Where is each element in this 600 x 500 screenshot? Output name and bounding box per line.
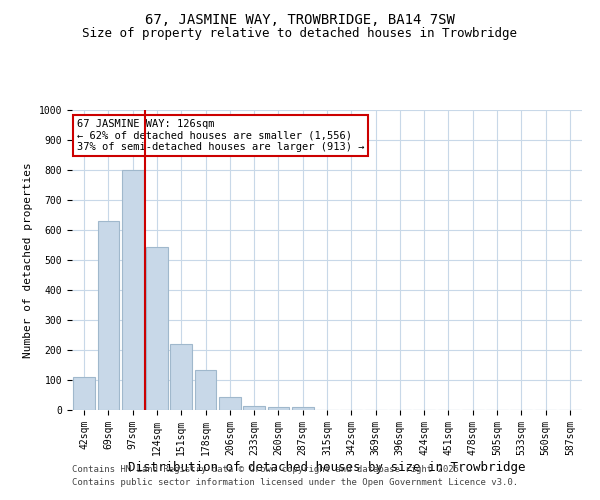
Text: 67 JASMINE WAY: 126sqm
← 62% of detached houses are smaller (1,556)
37% of semi-: 67 JASMINE WAY: 126sqm ← 62% of detached…	[77, 119, 365, 152]
Bar	[219, 397, 241, 410]
Bar	[170, 344, 192, 410]
Y-axis label: Number of detached properties: Number of detached properties	[23, 162, 33, 358]
Bar	[268, 407, 289, 410]
Bar	[243, 406, 265, 410]
Text: Contains HM Land Registry data © Crown copyright and database right 2025.: Contains HM Land Registry data © Crown c…	[72, 466, 464, 474]
Bar	[73, 377, 95, 410]
X-axis label: Distribution of detached houses by size in Trowbridge: Distribution of detached houses by size …	[128, 460, 526, 473]
Bar	[292, 407, 314, 410]
Bar	[146, 246, 168, 410]
Text: Contains public sector information licensed under the Open Government Licence v3: Contains public sector information licen…	[72, 478, 518, 487]
Text: Size of property relative to detached houses in Trowbridge: Size of property relative to detached ho…	[83, 28, 517, 40]
Bar	[122, 170, 143, 410]
Bar	[97, 221, 119, 410]
Text: 67, JASMINE WAY, TROWBRIDGE, BA14 7SW: 67, JASMINE WAY, TROWBRIDGE, BA14 7SW	[145, 12, 455, 26]
Bar	[194, 370, 217, 410]
